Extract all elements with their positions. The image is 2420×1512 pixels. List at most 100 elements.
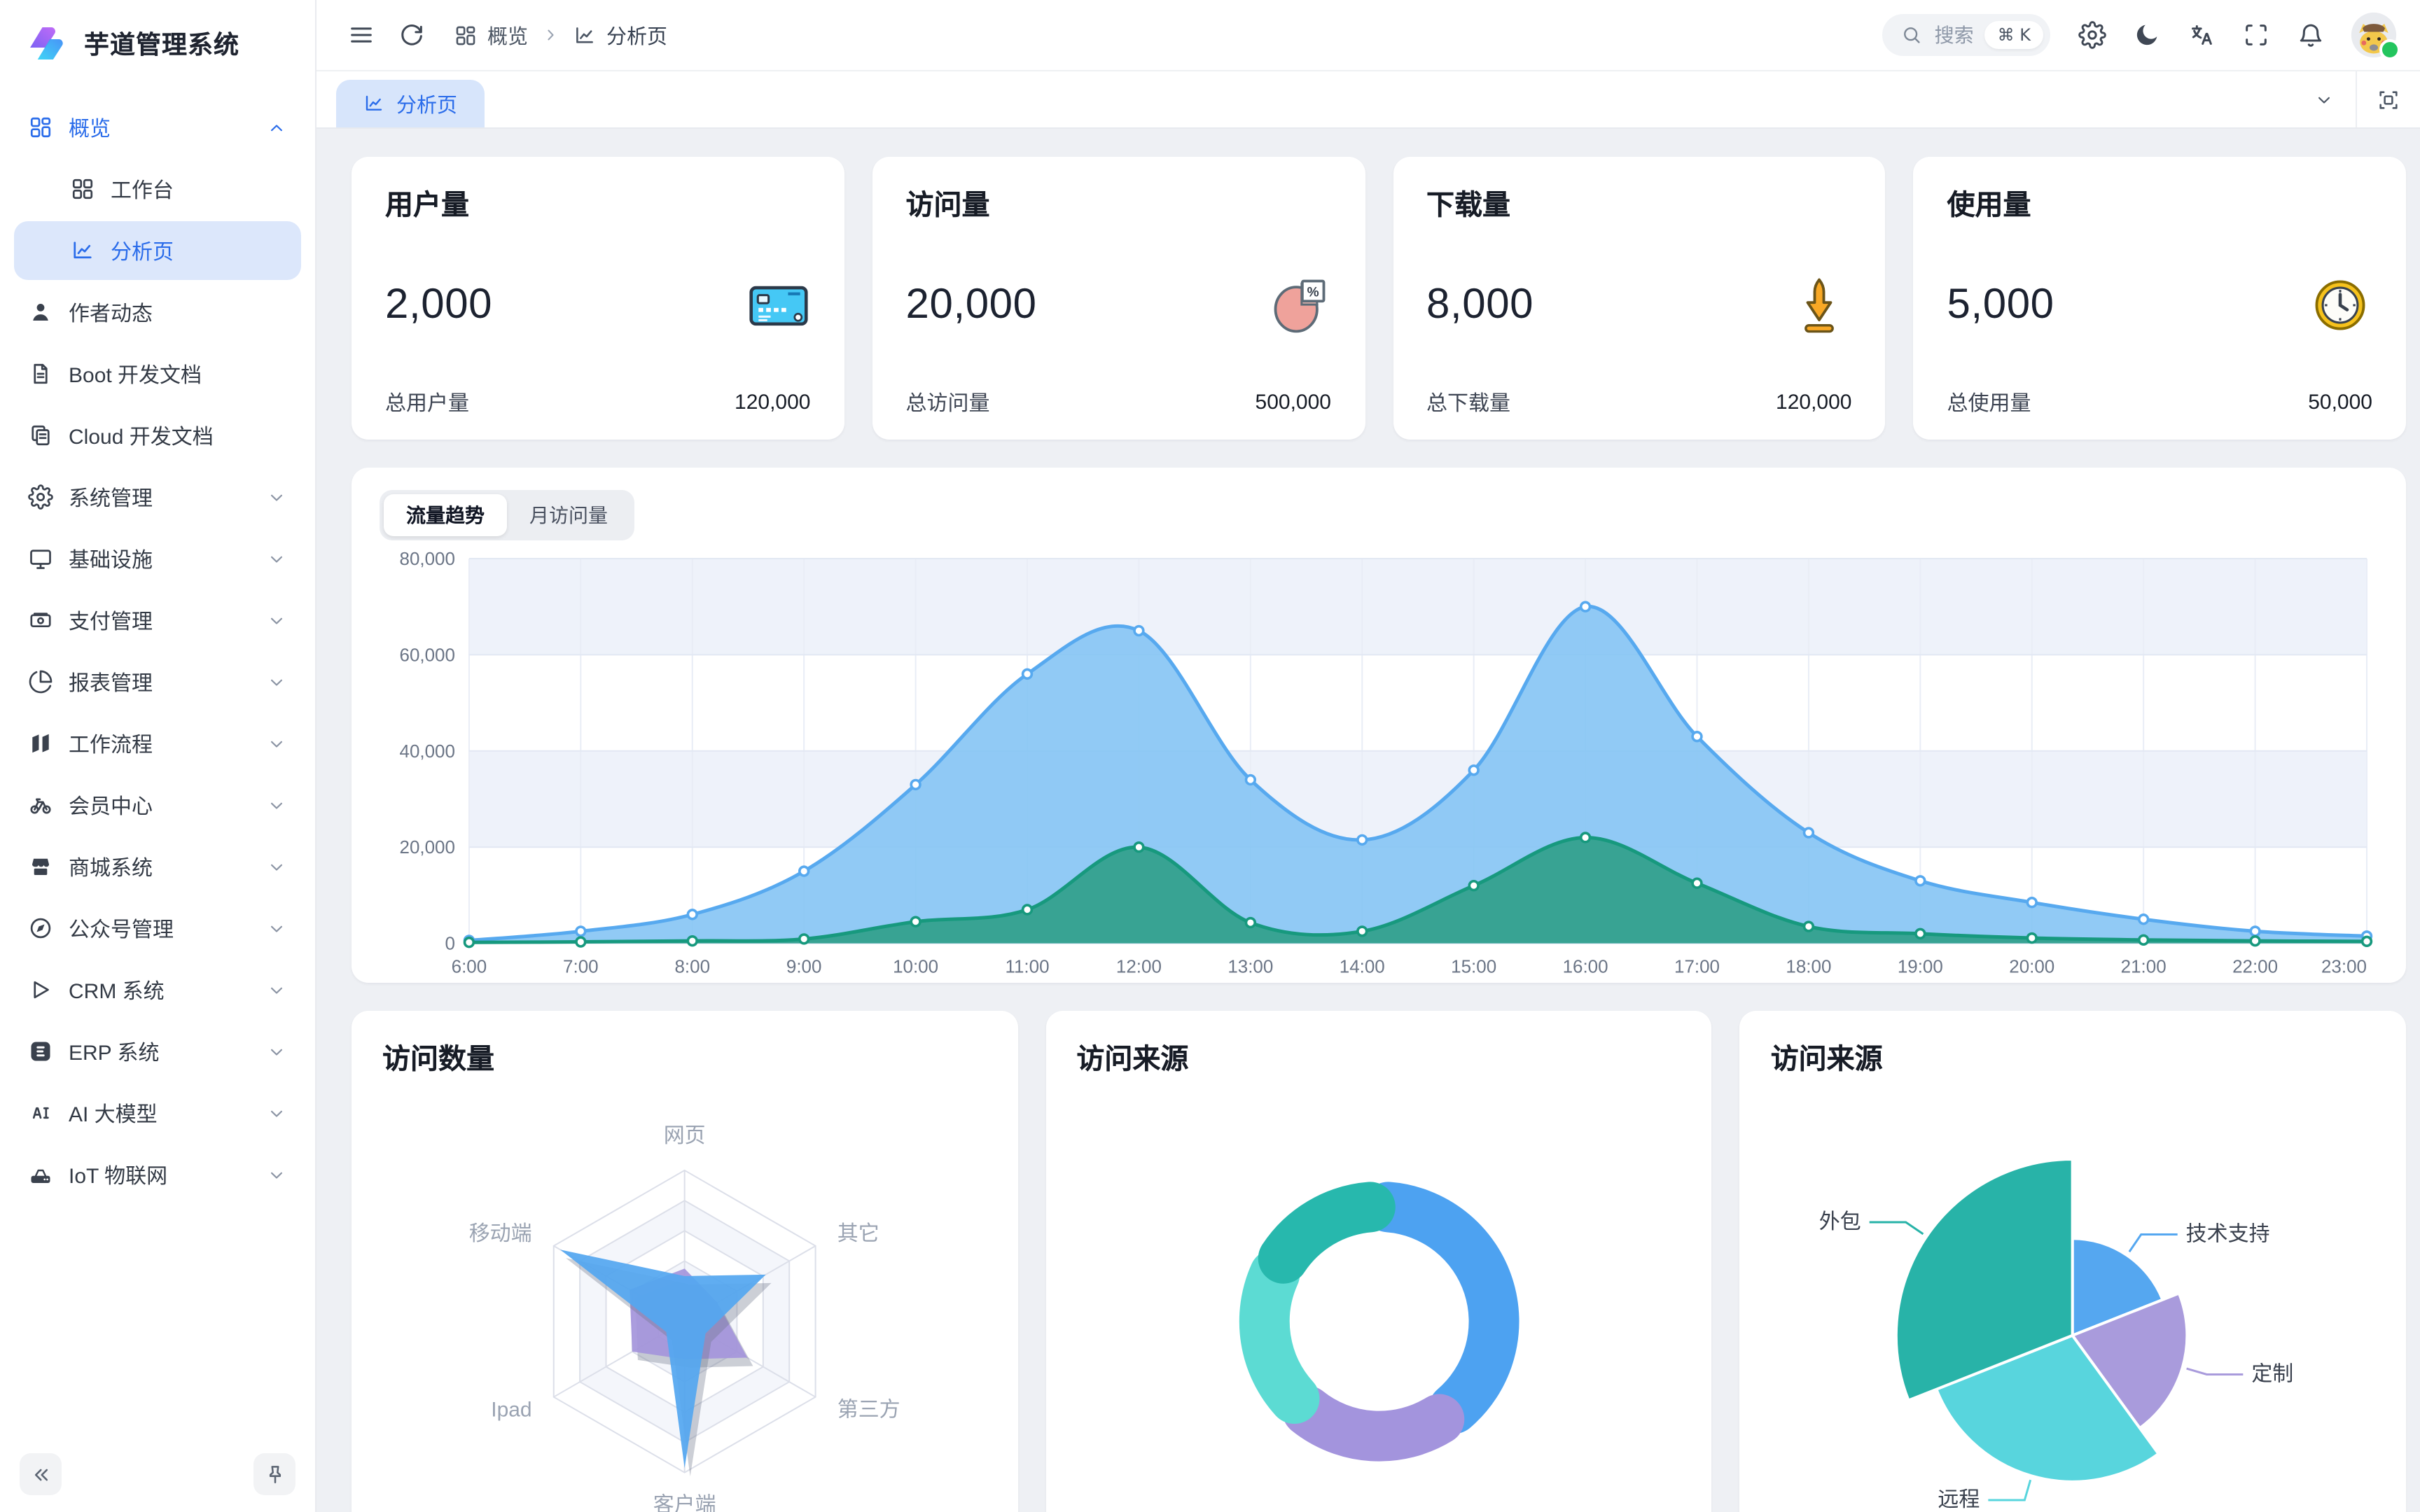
sidebar-item-label: 分析页 [111, 240, 174, 264]
sidebar-item-label: Cloud 开发文档 [69, 425, 214, 449]
svg-text:网页: 网页 [664, 1124, 706, 1147]
svg-text:80,000: 80,000 [400, 548, 455, 569]
sidebar-item-official-account[interactable]: 公众号管理 [14, 899, 301, 958]
svg-text:21:00: 21:00 [2121, 956, 2167, 977]
sidebar-item-system-management[interactable]: 系统管理 [14, 468, 301, 526]
sidebar-item-member-center[interactable]: 会员中心 [14, 776, 301, 834]
stat-title: 下载量 [1426, 190, 1510, 221]
documents-icon [28, 423, 53, 448]
svg-text:17:00: 17:00 [1674, 956, 1720, 977]
tab-analysis[interactable]: 分析页 [336, 80, 484, 127]
sidebar-item-payment-management[interactable]: 支付管理 [14, 591, 301, 650]
sidebar-item-crm[interactable]: CRM 系统 [14, 960, 301, 1019]
svg-text:23:00: 23:00 [2321, 956, 2367, 977]
chevron-down-icon [266, 856, 287, 877]
svg-text:12:00: 12:00 [1116, 956, 1162, 977]
breadcrumb-item-overview[interactable]: 概览 [454, 20, 528, 50]
bike-icon [28, 792, 53, 818]
svg-text:外包: 外包 [1819, 1211, 1861, 1234]
svg-text:15:00: 15:00 [1451, 956, 1496, 977]
search-input[interactable]: 搜索 ⌘ K [1882, 14, 2050, 56]
svg-text:Ipad: Ipad [491, 1398, 531, 1421]
locale-button[interactable] [2179, 13, 2224, 57]
sidebar-item-label: 基础设施 [69, 548, 153, 572]
card-title: 访问来源 [1770, 1044, 1883, 1075]
visit-source-donut-chart[interactable] [1076, 1109, 1681, 1512]
sidebar-item-ai[interactable]: AI 大模型 [14, 1084, 301, 1142]
sidebar-item-analysis[interactable]: 分析页 [14, 221, 301, 280]
sidebar-item-cloud-docs[interactable]: Cloud 开发文档 [14, 406, 301, 465]
svg-text:技术支持: 技术支持 [2186, 1223, 2270, 1246]
chevron-up-icon [266, 117, 287, 138]
chevron-down-icon [266, 794, 287, 816]
stat-total-label: 总用户量 [385, 392, 470, 416]
app-logo-icon [22, 20, 70, 67]
sidebar-item-workbench[interactable]: 工作台 [14, 160, 301, 218]
stat-title: 用户量 [385, 190, 469, 221]
sidebar-item-iot[interactable]: IoT 物联网 [14, 1145, 301, 1204]
sidebar-item-label: IoT 物联网 [69, 1164, 168, 1188]
page-content: 用户量 2,000 总用户量 120,000 访问量 20,000 % [317, 129, 2420, 1512]
dark-mode-button[interactable] [2125, 13, 2169, 57]
sidebar-item-overview[interactable]: 概览 [14, 98, 301, 157]
sidebar-item-label: 商城系统 [69, 856, 153, 880]
sidebar-item-label: 会员中心 [69, 794, 153, 818]
search-icon [1901, 24, 1924, 46]
breadcrumb-item-analysis[interactable]: 分析页 [573, 20, 667, 50]
breadcrumb-label: 概览 [487, 26, 528, 48]
tab-monthly-visits[interactable]: 月访问量 [507, 494, 630, 536]
tabs-dropdown-button[interactable] [2291, 71, 2356, 127]
settings-button[interactable] [2070, 13, 2115, 57]
stat-title: 使用量 [1947, 190, 2031, 221]
tab-controls [2291, 71, 2420, 127]
svg-text:60,000: 60,000 [400, 644, 455, 665]
chevron-down-icon [266, 1164, 287, 1185]
stat-total-label: 总下载量 [1426, 392, 1511, 416]
chart-line-icon [70, 238, 95, 263]
workbench-icon [70, 176, 95, 202]
chevron-down-icon [266, 979, 287, 1000]
dashboard-grid-icon [454, 23, 478, 47]
fullscreen-button[interactable] [2234, 13, 2279, 57]
sidebar-pin-button[interactable] [253, 1453, 295, 1495]
sidebar-item-mall-system[interactable]: 商城系统 [14, 837, 301, 896]
svg-text:18:00: 18:00 [1786, 956, 1831, 977]
chevron-down-icon [266, 733, 287, 754]
chart-line-icon [573, 23, 597, 47]
app-logo[interactable]: 芋道管理系统 [0, 0, 315, 87]
svg-text:16:00: 16:00 [1563, 956, 1608, 977]
search-placeholder: 搜索 [1934, 24, 1974, 46]
content-fullscreen-button[interactable] [2356, 71, 2420, 127]
menu-toggle-button[interactable] [339, 13, 384, 57]
stat-value: 8,000 [1426, 281, 1534, 328]
notifications-button[interactable] [2288, 13, 2333, 57]
sidebar-item-boot-docs[interactable]: Boot 开发文档 [14, 344, 301, 403]
sidebar-item-workflow[interactable]: 工作流程 [14, 714, 301, 773]
sidebar-item-report-management[interactable]: 报表管理 [14, 652, 301, 711]
traffic-trend-chart[interactable]: 0 20,000 40,000 60,000 80,000 6:00 7:00 8:00 9:0… [380, 546, 2378, 977]
breadcrumb-label: 分析页 [606, 26, 667, 48]
iot-device-icon [28, 1162, 53, 1187]
stat-total-label: 总访问量 [905, 392, 990, 416]
svg-text:11:00: 11:00 [1005, 956, 1049, 977]
dashboard-grid-icon [28, 115, 53, 140]
sidebar-item-infrastructure[interactable]: 基础设施 [14, 529, 301, 588]
tab-traffic-trend[interactable]: 流量趋势 [384, 494, 507, 536]
gear-icon [28, 484, 53, 510]
sidebar-item-label: ERP 系统 [69, 1041, 160, 1065]
moon-icon [2133, 21, 2161, 49]
stat-card-downloads: 下载量 8,000 总下载量 120,000 [1393, 157, 1886, 440]
sidebar-item-author-news[interactable]: 作者动态 [14, 283, 301, 342]
chart-line-icon [363, 92, 385, 115]
erp-badge-icon [28, 1039, 53, 1064]
sidebar-item-erp[interactable]: ERP 系统 [14, 1022, 301, 1081]
refresh-button[interactable] [389, 13, 434, 57]
avatar[interactable] [2350, 11, 2400, 60]
svg-text:22:00: 22:00 [2232, 956, 2278, 977]
chevron-down-icon [266, 548, 287, 569]
sidebar-collapse-button[interactable] [20, 1453, 62, 1495]
sidebar: 芋道管理系统 概览 工作台 分析页 作者动态 Boot 开发文档 [0, 0, 317, 1512]
hamburger-icon [347, 21, 375, 49]
